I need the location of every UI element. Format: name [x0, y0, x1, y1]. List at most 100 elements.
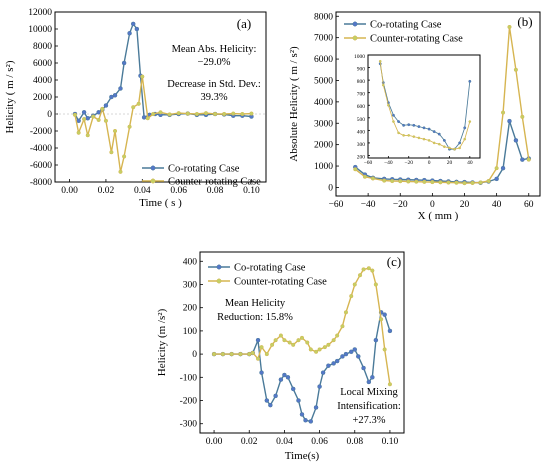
data-point	[468, 120, 472, 123]
data-point	[76, 130, 81, 135]
data-point	[414, 179, 419, 184]
data-point	[373, 282, 378, 287]
data-point	[299, 412, 305, 417]
data-point	[240, 111, 245, 117]
data-point	[387, 103, 390, 107]
data-point	[118, 86, 123, 91]
data-point	[458, 141, 462, 145]
x-tick-label: −40	[384, 160, 393, 166]
data-point	[443, 145, 446, 149]
data-point	[463, 137, 467, 141]
annotation: Mean Abs. Helicity:	[172, 44, 257, 55]
data-point	[432, 130, 436, 134]
y-tick-label: 400	[183, 257, 198, 267]
data-point	[334, 358, 340, 364]
panel-label: (b)	[517, 14, 532, 29]
data-point	[494, 166, 499, 171]
x-tick-label: −60	[364, 160, 373, 166]
y-tick-label: 2000	[314, 141, 333, 151]
x-tick-label: −60	[329, 200, 344, 210]
data-point	[285, 375, 291, 380]
data-point	[140, 74, 145, 79]
data-point	[85, 133, 90, 138]
data-point	[422, 179, 427, 184]
x-tick-label: 40	[492, 200, 502, 210]
x-tick-label: 0.00	[206, 437, 223, 447]
y-axis-label: Helicity ( m / s²)	[4, 60, 16, 133]
legend-label: Counter-rotating Case	[168, 177, 261, 188]
data-point	[379, 317, 384, 322]
x-tick-label: −20	[393, 200, 408, 210]
data-point	[134, 26, 140, 32]
data-point	[442, 138, 446, 142]
data-point	[85, 116, 90, 121]
data-point	[322, 345, 327, 350]
annotation: Mean Helicity	[225, 298, 286, 309]
data-point	[382, 312, 387, 317]
data-point	[478, 180, 483, 185]
panel-b: −60 −40 −20 0 20 40 60010002000300040005000600…	[288, 11, 541, 222]
data-point	[317, 347, 322, 352]
data-point	[382, 178, 387, 183]
x-tick-label: 0	[428, 160, 431, 166]
x-tick-label: 0.10	[243, 186, 260, 196]
panel-label: (a)	[237, 16, 251, 31]
data-point	[370, 268, 375, 273]
x-tick-label: 0.00	[61, 186, 78, 196]
data-point	[296, 338, 301, 343]
y-tick-label: -200	[180, 397, 198, 407]
y-tick-label: 0	[47, 110, 52, 120]
data-point	[520, 157, 525, 162]
data-point	[448, 146, 451, 150]
data-point	[397, 131, 400, 135]
x-tick-label: 0.06	[311, 437, 328, 447]
data-point	[112, 128, 118, 134]
data-point	[331, 338, 336, 343]
y-tick-label: 4000	[33, 76, 52, 86]
y-tick-label: 300	[357, 142, 366, 148]
data-point	[494, 176, 499, 182]
data-point	[220, 352, 225, 357]
series-counter-rotating	[353, 24, 531, 186]
data-point	[264, 352, 269, 357]
data-point	[513, 138, 519, 143]
data-point	[308, 347, 313, 352]
data-point	[453, 147, 456, 151]
y-tick-label: -4000	[30, 144, 52, 154]
data-point	[112, 93, 118, 98]
data-point	[392, 120, 395, 123]
data-point	[343, 310, 349, 315]
data-point	[335, 333, 340, 338]
data-point	[314, 349, 319, 354]
data-point	[463, 126, 467, 130]
data-point	[343, 351, 349, 357]
data-point	[291, 342, 296, 347]
panel-c: 0.00 0.02 0.04 0.06 0.08 0.10 -300 -200 -100 0 100…	[156, 251, 405, 462]
data-point	[287, 340, 292, 345]
x-axis-label: Time ( s )	[139, 197, 182, 209]
data-point	[387, 382, 392, 387]
data-point	[238, 352, 243, 357]
y-tick-label: 2000	[33, 93, 52, 103]
series-counter-rotating	[72, 74, 254, 174]
y-tick-label: 8000	[314, 12, 333, 22]
data-point	[362, 174, 367, 179]
data-point	[131, 105, 136, 110]
data-point	[392, 113, 395, 117]
data-point	[109, 150, 114, 155]
data-point	[194, 111, 199, 117]
legend-label: Counter-rotating Case	[370, 34, 463, 45]
legend-label: Co-rotating Case	[370, 20, 442, 31]
x-tick-label: 0.08	[346, 437, 363, 447]
data-point	[255, 337, 261, 343]
plot-frame	[199, 251, 405, 434]
data-point	[249, 111, 254, 116]
annotation: −29.0%	[197, 57, 230, 68]
y-tick-label: -2000	[30, 127, 52, 137]
data-point	[100, 106, 105, 111]
data-point	[212, 352, 217, 357]
y-tick-label: 500	[357, 117, 366, 123]
data-point	[91, 114, 96, 119]
annotation: 39.3%	[200, 92, 227, 103]
